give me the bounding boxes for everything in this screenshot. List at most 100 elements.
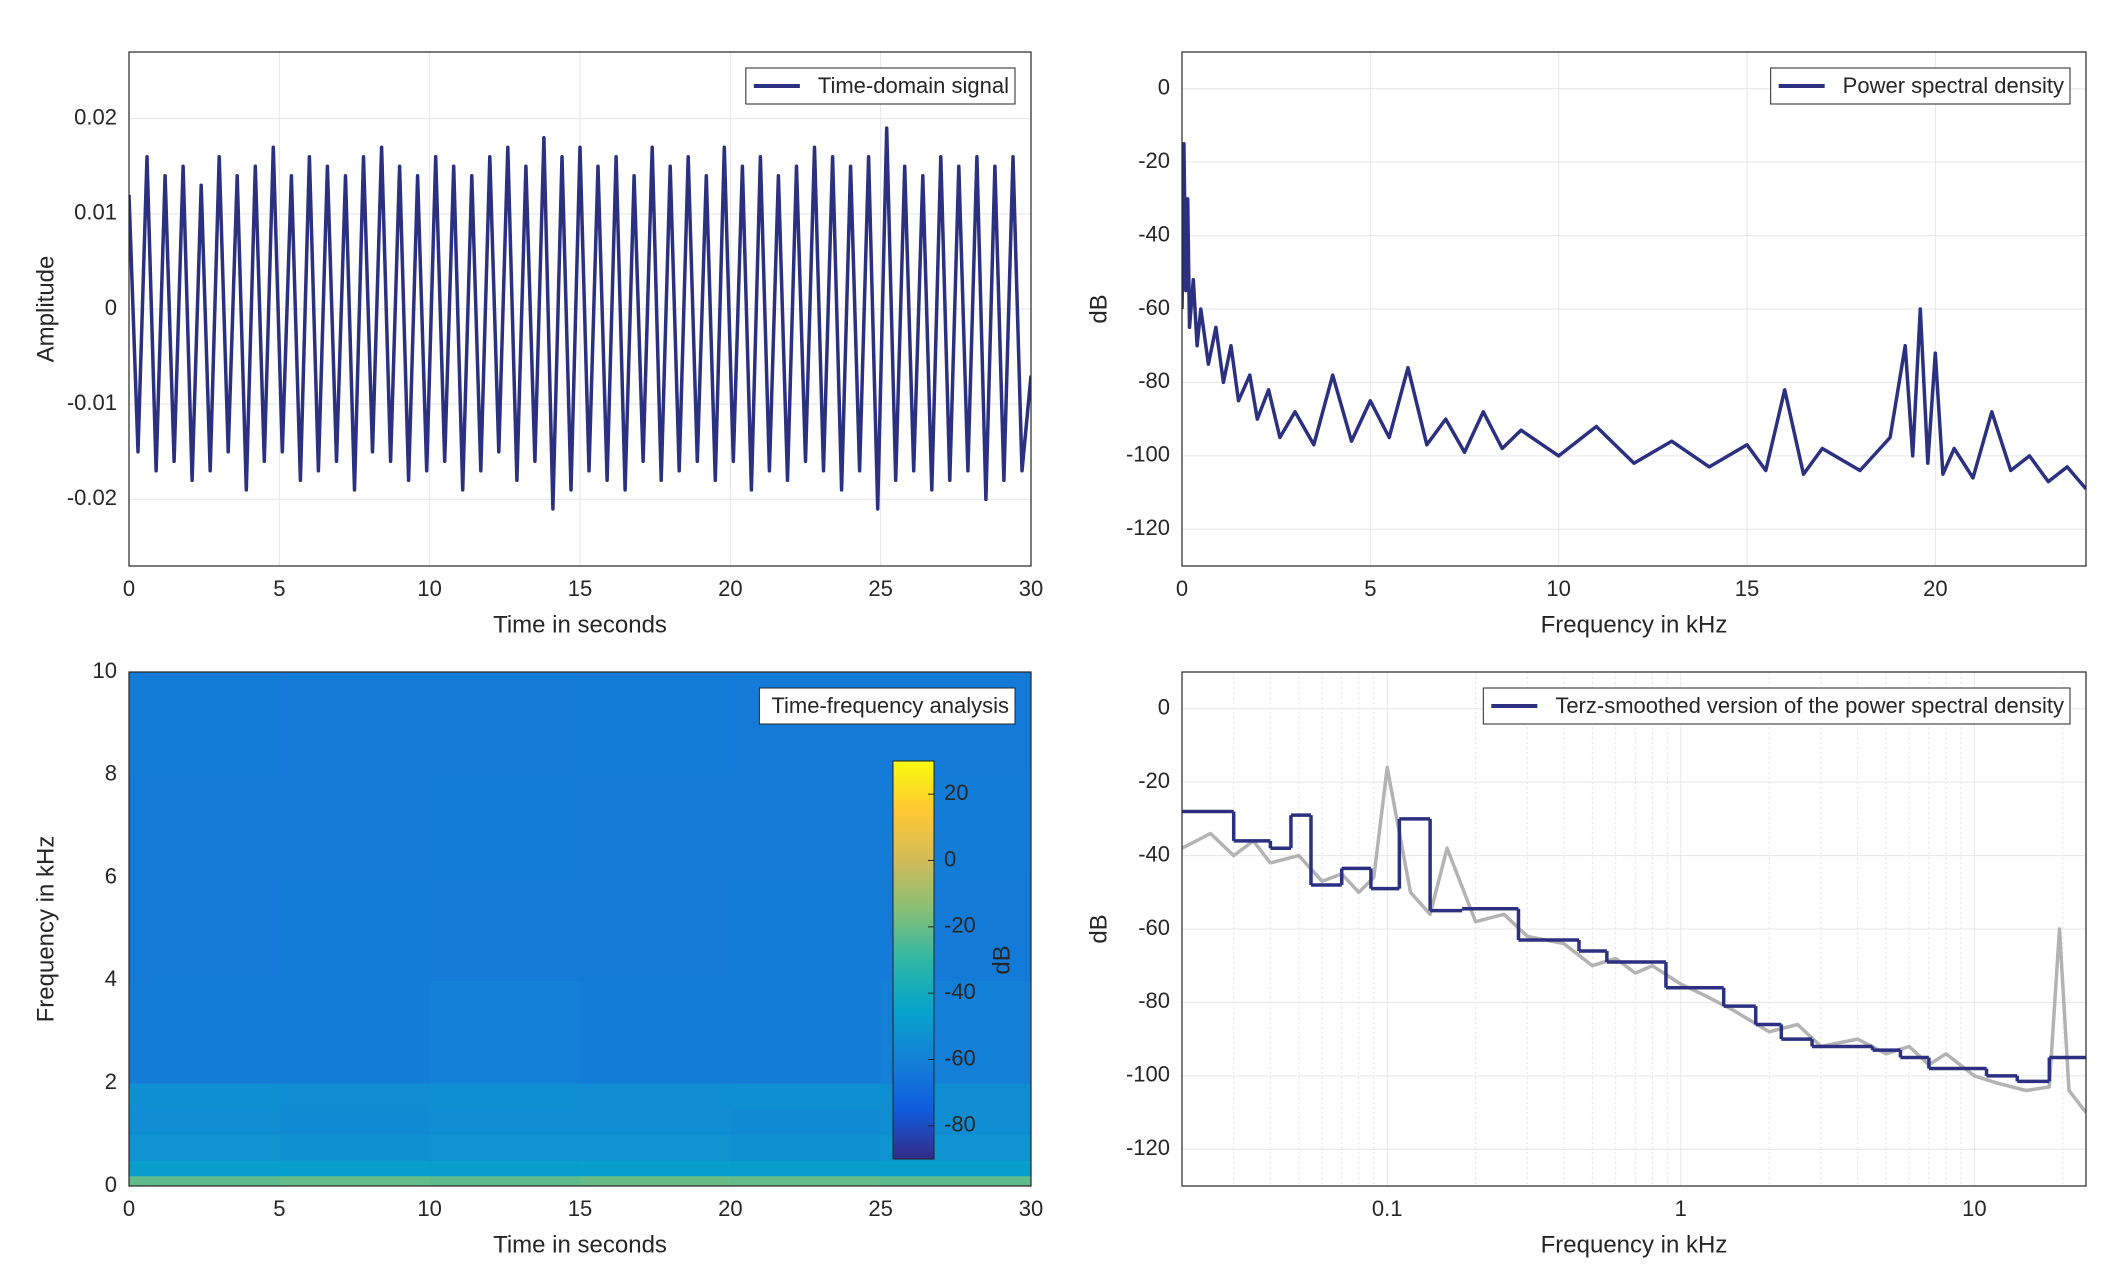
heatmap-cell [730, 1160, 882, 1177]
x-tick-label: 0 [1176, 576, 1188, 601]
x-axis-label: Time in seconds [493, 611, 667, 638]
y-tick-label: -120 [1126, 515, 1170, 540]
heatmap-cell [429, 774, 581, 879]
y-tick-label: -0.02 [67, 485, 117, 510]
x-axis-label: Time in seconds [493, 1231, 667, 1258]
axes-box [1181, 51, 2087, 567]
x-tick-label: 0 [123, 1196, 135, 1221]
heatmap-cell [279, 877, 431, 981]
heatmap-cell [129, 774, 280, 879]
heatmap-cell [880, 1175, 1032, 1187]
colorbar-tick-label: -20 [944, 913, 976, 938]
axes-box [1181, 671, 2087, 1187]
heatmap-cell [279, 1160, 431, 1177]
x-tick-label: 5 [1364, 576, 1376, 601]
y-axis-label: dB [1085, 294, 1112, 323]
heatmap-cell [279, 774, 431, 879]
heatmap-cell [429, 1083, 581, 1110]
y-tick-label: -60 [1138, 295, 1170, 320]
colorbar-tick-label: 0 [944, 846, 956, 871]
heatmap-cell [580, 1134, 731, 1161]
heatmap-cell [129, 877, 280, 981]
heatmap-cell [730, 1083, 882, 1110]
heatmap-cell [429, 1108, 581, 1136]
colorbar-tick-label: -40 [944, 979, 976, 1004]
heatmap-cell [730, 1175, 882, 1187]
colorbar-tick-label: 20 [944, 780, 968, 805]
legend-label: Terz-smoothed version of the power spect… [1555, 693, 2064, 718]
heatmap-cell [429, 1175, 581, 1187]
y-tick-label: -0.01 [67, 390, 117, 415]
x-axis-label: Frequency in kHz [1541, 1231, 1728, 1258]
heatmap-cell [279, 1175, 431, 1187]
heatmap-cell [880, 1160, 1032, 1177]
heatmap-cell [129, 1160, 280, 1177]
axes: 0 5 10 15 20 25 30 0 2 4 6 8 10 -80 -60 -40 -20 0 20 dB Time… [32, 658, 1043, 1259]
heatmap-cell [580, 1083, 731, 1110]
heatmap-cell [580, 672, 731, 776]
y-tick-label: -60 [1138, 915, 1170, 940]
heatmap-cell [429, 980, 581, 1084]
heatmap-cell [580, 1108, 731, 1136]
heatmap-cell [429, 877, 581, 981]
line [1182, 142, 2086, 491]
y-tick-label: 4 [105, 966, 117, 991]
legend: Terz-smoothed version of the power spect… [1482, 687, 2071, 725]
y-tick-label: 8 [105, 761, 117, 786]
x-tick-label: 0 [123, 576, 135, 601]
heatmap-cell [279, 672, 431, 776]
legend-label: Power spectral density [1843, 73, 2064, 98]
y-tick-label: -80 [1138, 988, 1170, 1013]
legend-box [758, 687, 1016, 725]
axes-box [128, 51, 1032, 567]
x-tick-label: 10 [1546, 576, 1570, 601]
x-tick-label: 10 [417, 1196, 441, 1221]
x-tick-label: 30 [1019, 576, 1043, 601]
axes: 0 5 10 15 20 25 30 -0.02 -0.01 0 0.01 0.02 Time in s… [32, 51, 1043, 638]
heatmap-cell [279, 1108, 431, 1136]
heatmap-cell [129, 1083, 280, 1110]
colorbar-tick-label: -80 [944, 1112, 976, 1137]
heatmap-cell [730, 774, 882, 879]
heatmap-cell [129, 672, 280, 776]
y-tick-label: -100 [1126, 1062, 1170, 1087]
x-tick-label: 15 [568, 1196, 592, 1221]
x-tick-label: 15 [568, 576, 592, 601]
heatmap-cell [730, 1134, 882, 1161]
legend-box [1482, 687, 2071, 725]
legend: Time-domain signal [745, 67, 1016, 105]
legend-label: Time-frequency analysis [771, 693, 1009, 718]
y-tick-label: 2 [105, 1069, 117, 1094]
heatmap-cell [129, 980, 280, 1084]
y-tick-label: 0 [1158, 695, 1170, 720]
axes-box [128, 671, 1032, 1187]
colorbar-tick-label: -60 [944, 1045, 976, 1070]
line [129, 126, 1031, 511]
x-tick-label: 0.1 [1372, 1196, 1403, 1221]
x-tick-label: 10 [417, 576, 441, 601]
x-tick-label: 1 [1675, 1196, 1687, 1221]
y-tick-label: -80 [1138, 368, 1170, 393]
y-axis-label: dB [1085, 914, 1112, 943]
y-tick-label: -120 [1126, 1135, 1170, 1160]
y-tick-label: -100 [1126, 442, 1170, 467]
y-tick-label: -20 [1138, 768, 1170, 793]
y-tick-label: 6 [105, 863, 117, 888]
y-tick-label: -40 [1138, 221, 1170, 246]
x-axis-label: Frequency in kHz [1541, 611, 1728, 638]
y-axis-label: Frequency in kHz [32, 836, 59, 1023]
heatmap-cell [279, 1134, 431, 1161]
y-tick-label: 0 [105, 1172, 117, 1197]
y-axis-label: Amplitude [32, 256, 59, 363]
axes: 0 5 10 15 20 -120 -100 -80 -60 -40 -20 0 Frequency i… [1085, 51, 2087, 638]
heatmap-cell [129, 1175, 280, 1187]
line [1182, 765, 2086, 1114]
heatmap-cell [279, 980, 431, 1084]
x-tick-label: 30 [1019, 1196, 1043, 1221]
heatmap-cell [129, 1108, 280, 1136]
y-tick-label: 10 [93, 658, 117, 683]
colorbar [892, 760, 935, 1160]
axes: 0.1 1 10 -120 -100 -80 -60 -40 -20 0 Frequency in … [1085, 671, 2087, 1258]
y-tick-label: -40 [1138, 841, 1170, 866]
